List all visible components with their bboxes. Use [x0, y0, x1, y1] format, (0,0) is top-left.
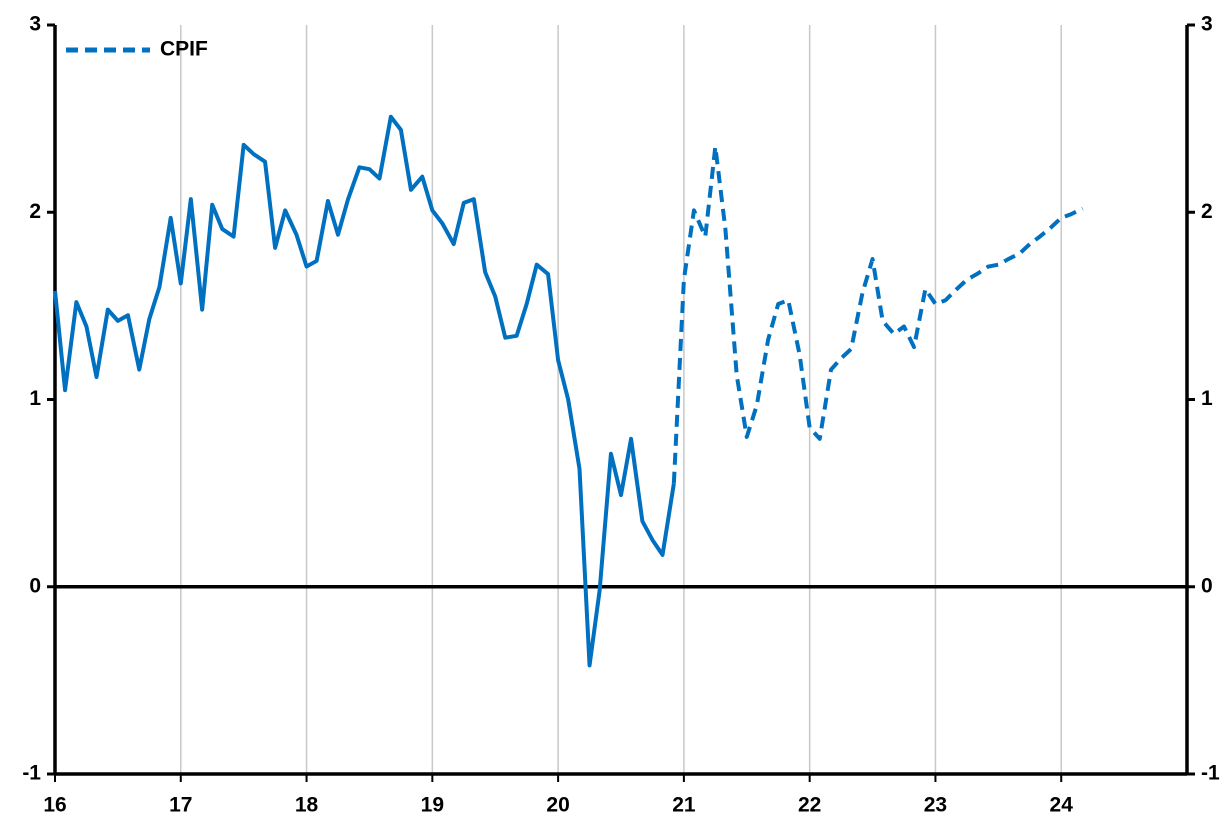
x-tick-label: 16: [43, 794, 66, 817]
x-tick-label: 19: [421, 794, 444, 817]
series-line: [671, 144, 1084, 484]
x-tick-label: 24: [1050, 794, 1074, 817]
y-tick-label: -1: [22, 762, 41, 785]
y-tick-label: 2: [29, 200, 41, 223]
y-tick-label: 3: [29, 13, 41, 36]
x-tick-label: 22: [798, 794, 821, 817]
y2-tick-label: 3: [1201, 13, 1213, 36]
x-tick-label: 17: [169, 794, 192, 817]
legend-label: CPIF: [160, 38, 208, 61]
x-tick-label: 18: [295, 794, 319, 817]
y-tick-label: 1: [29, 387, 41, 410]
x-tick-label: 21: [672, 794, 696, 817]
y2-tick-label: 0: [1201, 574, 1213, 597]
y2-tick-label: 1: [1201, 387, 1213, 410]
y2-tick-label: 2: [1201, 200, 1213, 223]
y2-tick-label: -1: [1201, 762, 1220, 785]
x-tick-label: 20: [546, 794, 569, 817]
y-tick-label: 0: [29, 574, 41, 597]
x-tick-label: 23: [924, 794, 947, 817]
series-line: [53, 114, 676, 668]
